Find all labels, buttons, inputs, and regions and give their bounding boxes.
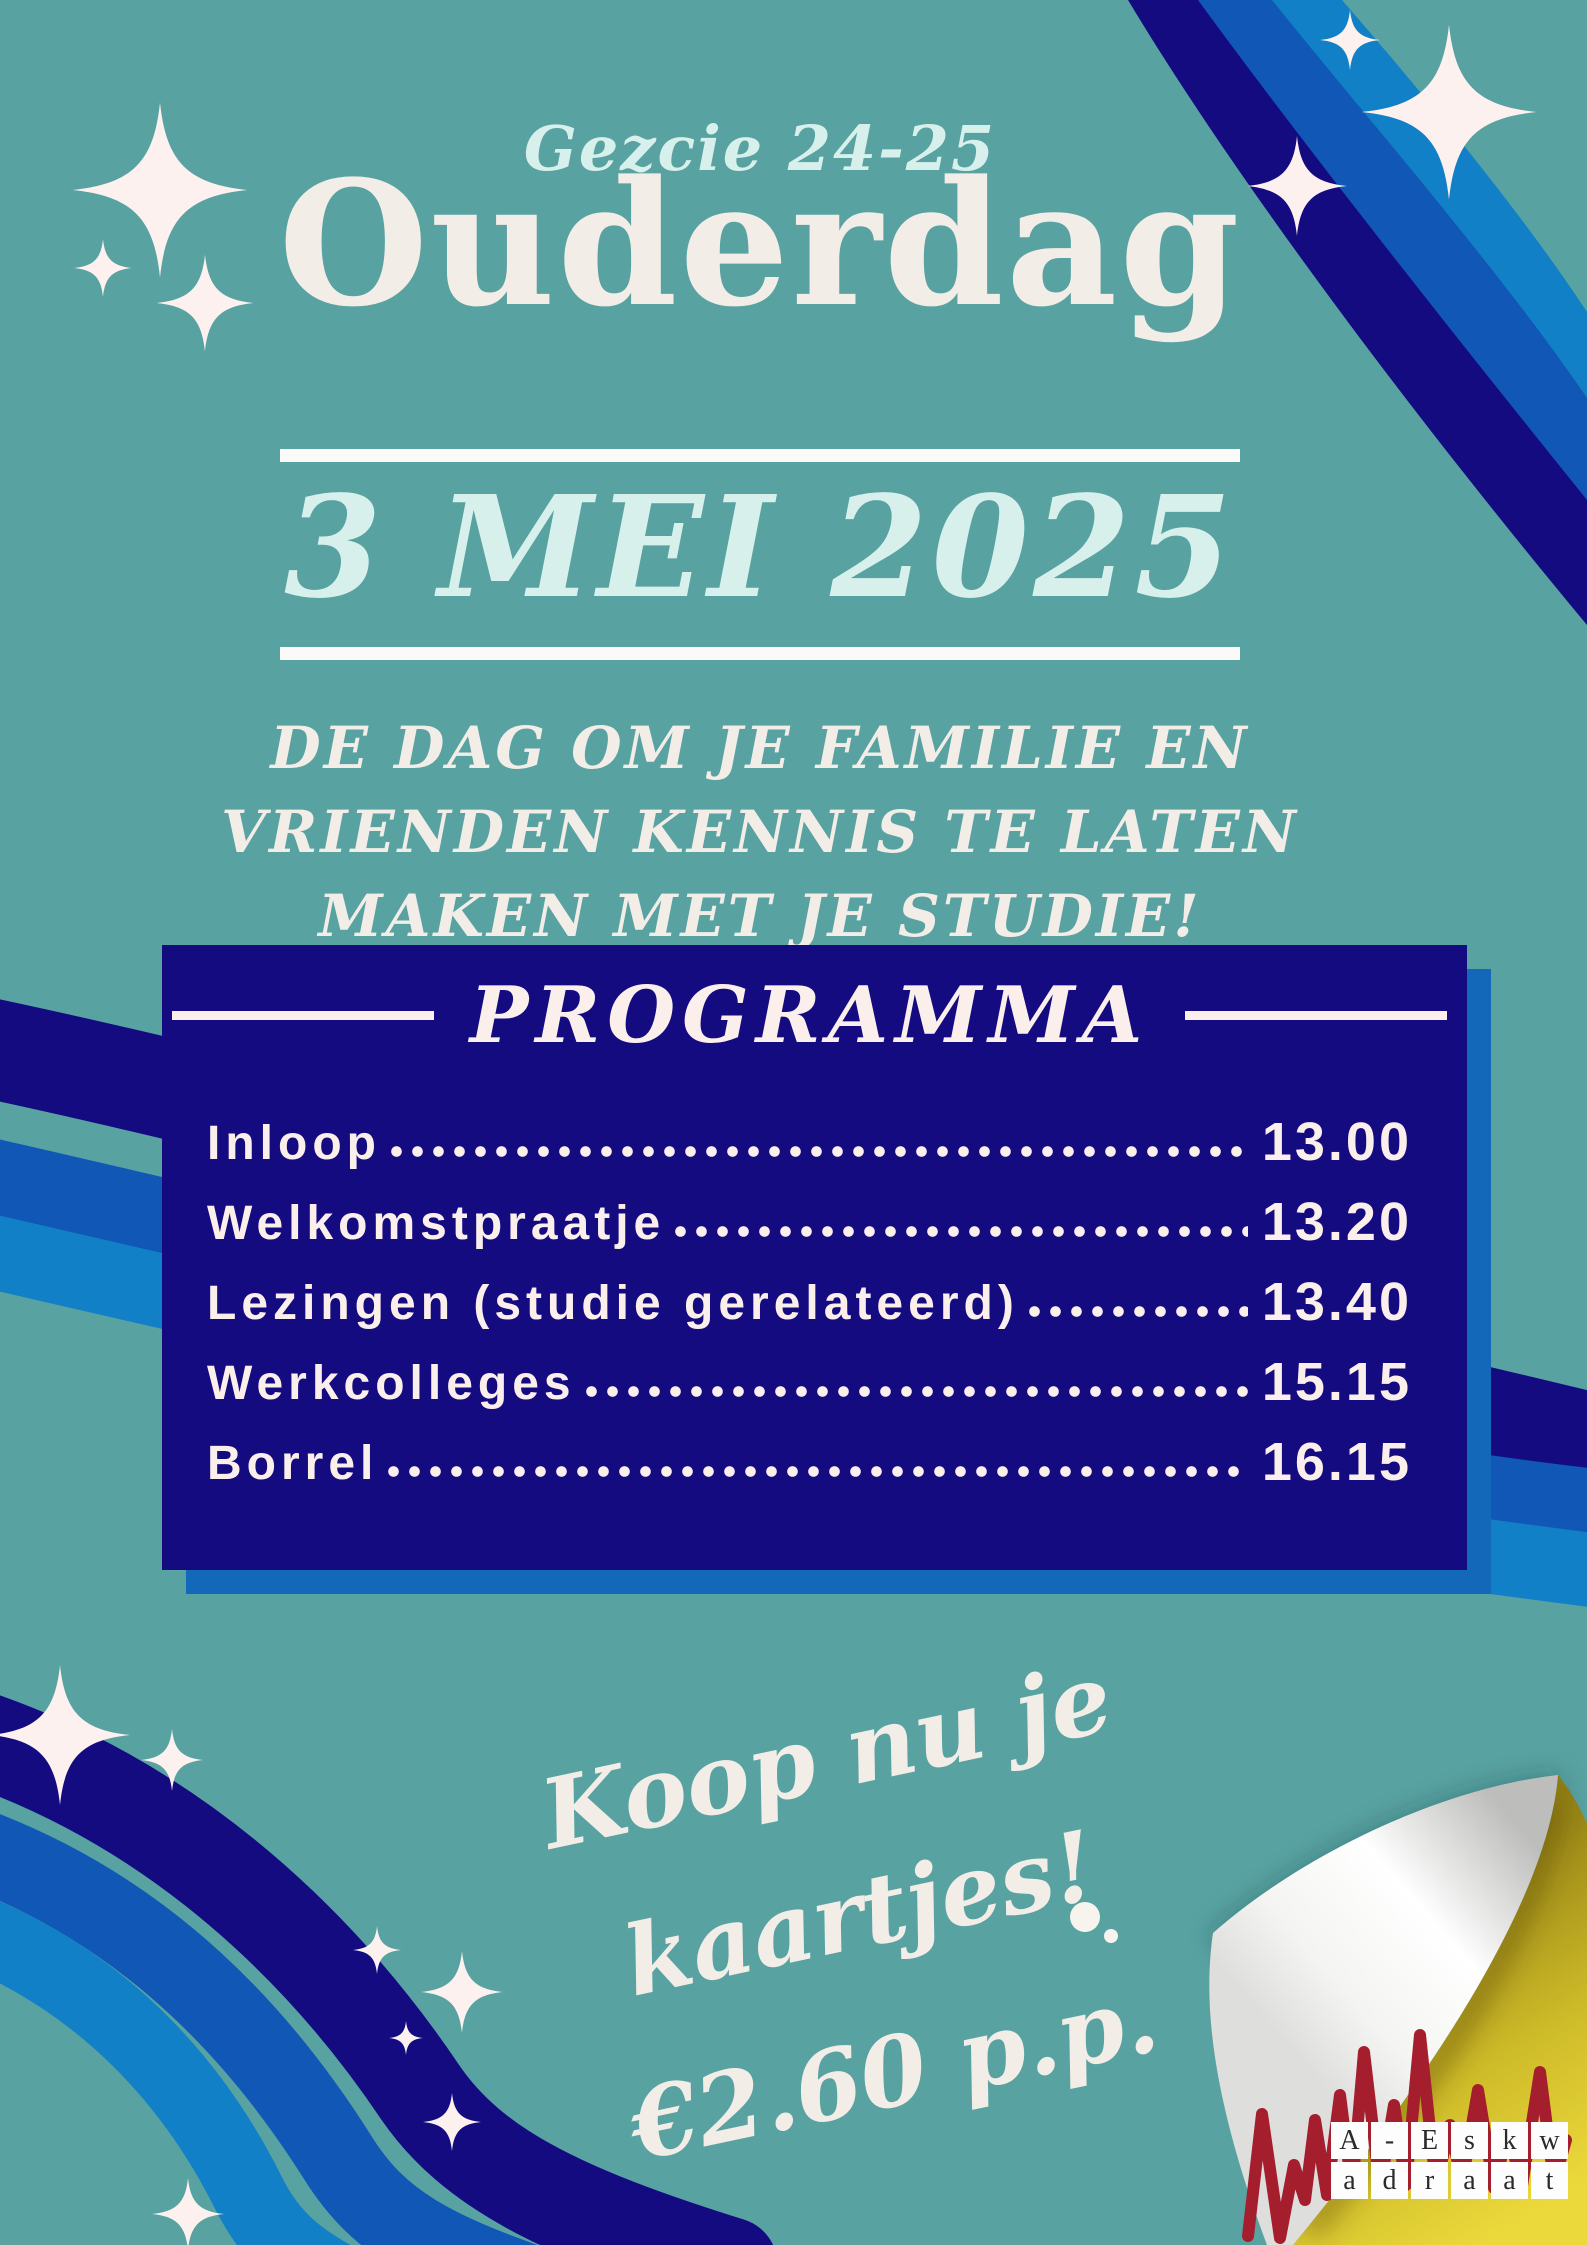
programma-rows: Inloop 13.00 Welkomstpraatje 13.20 Lezingen …: [207, 1091, 1412, 1491]
tagline-line: MAKEN MET JE STUDIE!: [318, 882, 1202, 950]
logo-letter-tile: w: [1531, 2122, 1568, 2159]
programma-row: Borrel 16.15: [207, 1411, 1412, 1491]
logo-letter-tile: d: [1371, 2162, 1408, 2199]
programma-row: Inloop 13.00: [207, 1091, 1412, 1171]
programma-item-time: 13.40: [1261, 1272, 1412, 1333]
heading-line-left: [171, 1010, 434, 1020]
logo-letter-tile: t: [1531, 2162, 1568, 2199]
logo-letter-tile: s: [1451, 2122, 1488, 2159]
logo-letter-tile: -: [1371, 2122, 1408, 2159]
title-block: Gezcie 24-25 Ouderdag 3 MEI 2025 DE DAG …: [0, 0, 1520, 1000]
programma-row: Lezingen (studie gerelateerd) 13.40: [207, 1251, 1412, 1331]
dotted-leader: [585, 1386, 1248, 1397]
programma-item-label: Werkcolleges: [207, 1357, 576, 1411]
programma-item-label: Borrel: [207, 1437, 379, 1491]
dotted-leader: [390, 1146, 1248, 1157]
divider: [280, 647, 1240, 660]
programma-row: Werkcolleges 15.15: [207, 1331, 1412, 1411]
programma-item-time: 16.15: [1261, 1432, 1412, 1493]
logo-letter-tile: E: [1411, 2122, 1448, 2159]
divider: [280, 449, 1240, 462]
programma-item-label: Welkomstpraatje: [207, 1197, 666, 1251]
tagline: DE DAG OM JE FAMILIE EN VRIENDEN KENNIS T…: [0, 706, 1520, 958]
programma-item-time: 15.15: [1261, 1352, 1412, 1413]
curl-page: [1209, 1775, 1558, 2245]
programma-item-label: Inloop: [207, 1117, 381, 1171]
top-right-wave-band: [1128, 0, 1587, 625]
poster-title: Ouderdag: [278, 142, 1242, 345]
programma-heading-row: PROGRAMMA: [171, 970, 1448, 1061]
tagline-line: VRIENDEN KENNIS TE LATEN: [221, 798, 1299, 866]
heading-line-right: [1185, 1010, 1448, 1020]
logo-letter-tile: A: [1331, 2122, 1368, 2159]
event-date: 3 MEI 2025: [284, 466, 1236, 630]
logo-letter-tile: k: [1491, 2122, 1528, 2159]
bottom-left-wave-band: [0, 1695, 773, 2245]
dot-decoration: [1070, 1902, 1100, 1932]
logo-letter-tile: a: [1451, 2162, 1488, 2199]
logo-letter-tile: r: [1411, 2162, 1448, 2199]
programma-box: PROGRAMMA Inloop 13.00 Welkomstpraatje 13.2…: [162, 945, 1467, 1570]
programma-item-time: 13.20: [1261, 1192, 1412, 1253]
dot-decoration: [1104, 1929, 1118, 1943]
dotted-leader: [388, 1466, 1248, 1477]
logo-letter-tile: a: [1331, 2162, 1368, 2199]
dotted-leader: [675, 1226, 1248, 1237]
tagline-line: DE DAG OM JE FAMILIE EN: [270, 714, 1250, 782]
logo-letter-tile: a: [1491, 2162, 1528, 2199]
committee-eyebrow: Gezcie 24-25: [523, 112, 997, 185]
programma-row: Welkomstpraatje 13.20: [207, 1171, 1412, 1251]
dotted-leader: [1028, 1306, 1248, 1317]
programma-heading: PROGRAMMA: [469, 969, 1150, 1061]
programma-item-time: 13.00: [1261, 1112, 1412, 1173]
programma-item-label: Lezingen (studie gerelateerd): [207, 1277, 1019, 1331]
